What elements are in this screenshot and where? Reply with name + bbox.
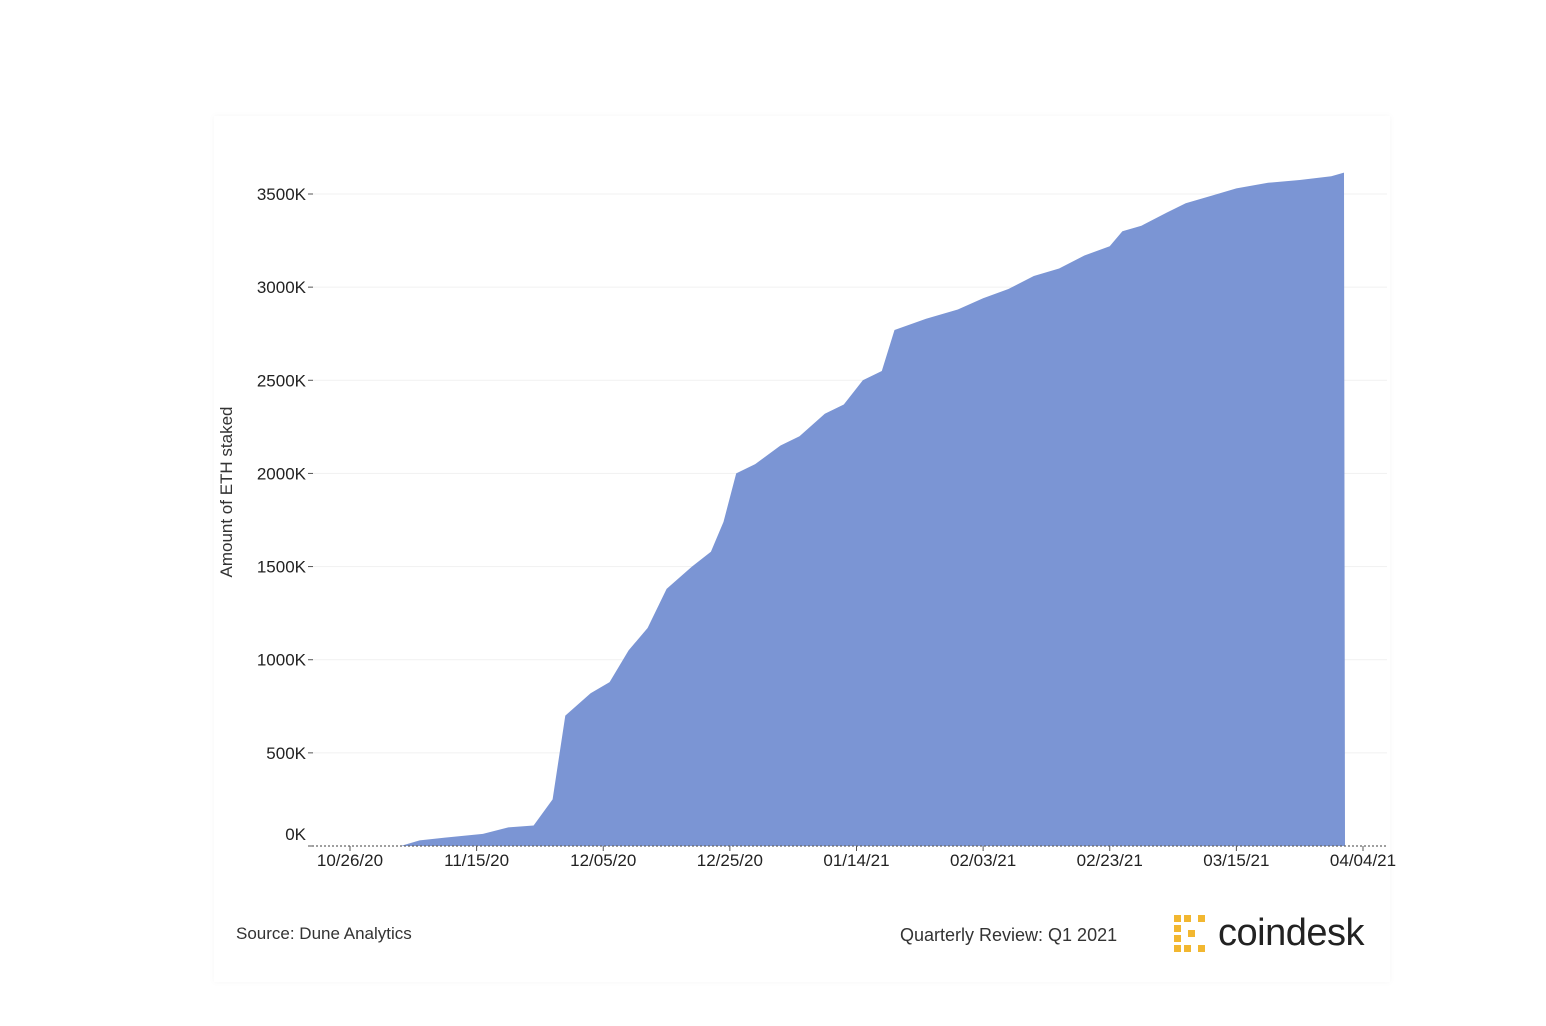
x-tick-label: 11/15/20 [444, 851, 509, 870]
logo-square [1184, 945, 1191, 952]
logo-square [1174, 945, 1181, 952]
staked-eth-area [400, 172, 1346, 847]
x-tick-label: 12/05/20 [570, 851, 636, 870]
y-tick-label: 3000K [257, 278, 307, 297]
coindesk-logo: coindesk [1172, 910, 1364, 956]
y-tick-label: 1500K [257, 558, 307, 577]
logo-square [1188, 930, 1195, 937]
coindesk-wordmark: coindesk [1218, 911, 1364, 954]
y-tick-label: 0K [285, 825, 306, 844]
x-tick-label: 10/26/20 [317, 851, 383, 870]
y-axis-title: Amount of ETH staked [217, 406, 236, 577]
x-tick-label: 02/03/21 [950, 851, 1016, 870]
y-tick-label: 2000K [257, 464, 307, 483]
y-tick-label: 2500K [257, 371, 307, 390]
x-axis: 10/26/20 11/15/20 12/05/20 12/25/20 01/14/21… [312, 845, 1396, 870]
quarterly-review-label: Quarterly Review: Q1 2021 [900, 925, 1118, 945]
logo-square [1184, 915, 1191, 922]
x-tick-label: 01/14/21 [823, 851, 889, 870]
logo-square [1174, 925, 1181, 932]
x-tick-label: 12/25/20 [697, 851, 763, 870]
logo-square [1198, 945, 1205, 952]
logo-square [1198, 915, 1205, 922]
x-tick-label: 04/04/21 [1330, 851, 1396, 870]
x-tick-label: 03/15/21 [1203, 851, 1269, 870]
source-note: Source: Dune Analytics [236, 924, 412, 943]
x-tick-label: 02/23/21 [1077, 851, 1143, 870]
y-tick-label: 1000K [257, 651, 307, 670]
y-tick-label: 500K [266, 744, 306, 763]
logo-square [1174, 915, 1181, 922]
y-axis: 0K 500K 1000K 1500K 2000K 2500K 3000K 3500K [257, 185, 313, 847]
coindesk-mark-icon [1174, 915, 1205, 952]
y-tick-label: 3500K [257, 185, 307, 204]
logo-square [1174, 935, 1181, 942]
